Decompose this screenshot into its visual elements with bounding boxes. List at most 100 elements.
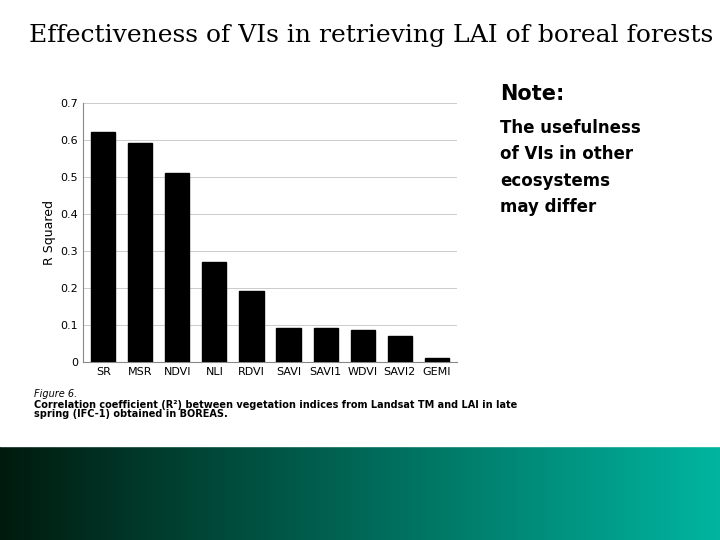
- Bar: [666, 446, 670, 540]
- Bar: [191, 446, 194, 540]
- Bar: [173, 446, 176, 540]
- Bar: [418, 446, 421, 540]
- Bar: [223, 446, 227, 540]
- Bar: [270, 446, 274, 540]
- Bar: [529, 446, 533, 540]
- Bar: [436, 446, 439, 540]
- Bar: [94, 446, 97, 540]
- Bar: [691, 446, 695, 540]
- Bar: [180, 446, 184, 540]
- Bar: [673, 446, 677, 540]
- Bar: [202, 446, 205, 540]
- Bar: [634, 446, 637, 540]
- Bar: [351, 330, 374, 362]
- Bar: [22, 446, 25, 540]
- Bar: [371, 446, 374, 540]
- Bar: [637, 446, 641, 540]
- Bar: [212, 446, 216, 540]
- Bar: [702, 446, 706, 540]
- Bar: [126, 446, 130, 540]
- Bar: [122, 446, 126, 540]
- Bar: [259, 446, 263, 540]
- Bar: [410, 446, 414, 540]
- Bar: [601, 446, 605, 540]
- Bar: [68, 446, 72, 540]
- Bar: [425, 358, 449, 362]
- Bar: [403, 446, 407, 540]
- Bar: [367, 446, 371, 540]
- Bar: [54, 446, 58, 540]
- Bar: [58, 446, 61, 540]
- Bar: [338, 446, 342, 540]
- Bar: [0, 446, 4, 540]
- Bar: [454, 446, 457, 540]
- Bar: [274, 446, 277, 540]
- Bar: [101, 446, 104, 540]
- Bar: [240, 292, 264, 362]
- Bar: [230, 446, 234, 540]
- Bar: [140, 446, 144, 540]
- Bar: [580, 446, 583, 540]
- Bar: [18, 446, 22, 540]
- Bar: [346, 446, 349, 540]
- Bar: [583, 446, 587, 540]
- Bar: [443, 446, 446, 540]
- Bar: [421, 446, 425, 540]
- Bar: [457, 446, 461, 540]
- Bar: [144, 446, 148, 540]
- Bar: [677, 446, 680, 540]
- Text: Figure 6.: Figure 6.: [34, 389, 77, 399]
- Bar: [500, 446, 504, 540]
- Bar: [608, 446, 612, 540]
- Bar: [86, 446, 90, 540]
- Bar: [486, 446, 490, 540]
- Bar: [133, 446, 137, 540]
- Bar: [166, 446, 169, 540]
- Bar: [544, 446, 547, 540]
- Bar: [511, 446, 515, 540]
- Bar: [353, 446, 356, 540]
- Bar: [97, 446, 101, 540]
- Bar: [619, 446, 623, 540]
- Bar: [216, 446, 220, 540]
- Bar: [641, 446, 644, 540]
- Bar: [648, 446, 652, 540]
- Bar: [407, 446, 410, 540]
- Bar: [428, 446, 432, 540]
- Bar: [331, 446, 335, 540]
- Bar: [302, 446, 306, 540]
- Bar: [40, 446, 43, 540]
- Bar: [587, 446, 590, 540]
- Bar: [374, 446, 378, 540]
- Bar: [364, 446, 367, 540]
- Bar: [158, 446, 162, 540]
- Bar: [76, 446, 79, 540]
- Bar: [464, 446, 468, 540]
- Bar: [61, 446, 65, 540]
- Bar: [115, 446, 119, 540]
- Bar: [540, 446, 544, 540]
- Bar: [151, 446, 155, 540]
- Bar: [4, 446, 7, 540]
- Bar: [241, 446, 245, 540]
- Bar: [598, 446, 601, 540]
- Bar: [112, 446, 115, 540]
- Text: Effectiveness of VIs in retrieving LAI of boreal forests: Effectiveness of VIs in retrieving LAI o…: [29, 24, 713, 48]
- Bar: [227, 446, 230, 540]
- Bar: [209, 446, 212, 540]
- Bar: [284, 446, 288, 540]
- Bar: [263, 446, 266, 540]
- Bar: [652, 446, 655, 540]
- Text: Note:: Note:: [500, 84, 564, 104]
- Bar: [558, 446, 562, 540]
- Bar: [47, 446, 50, 540]
- Bar: [335, 446, 338, 540]
- Bar: [220, 446, 223, 540]
- Bar: [439, 446, 443, 540]
- Bar: [176, 446, 180, 540]
- Bar: [320, 446, 324, 540]
- Bar: [281, 446, 284, 540]
- Bar: [569, 446, 572, 540]
- Bar: [0, 0, 720, 446]
- Bar: [547, 446, 551, 540]
